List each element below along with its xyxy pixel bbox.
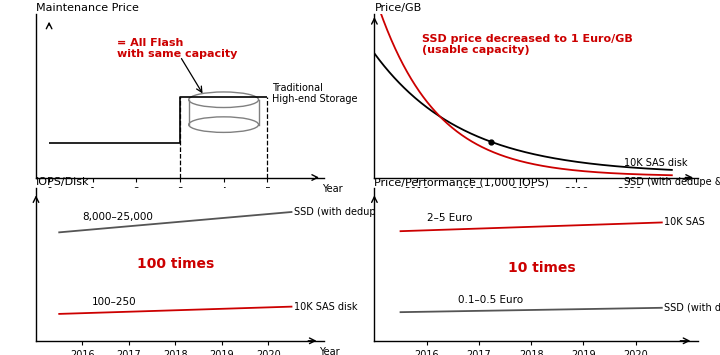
Text: Year: Year	[322, 184, 343, 194]
Text: 2–5 Euro: 2–5 Euro	[427, 213, 472, 223]
Text: 10K SAS disk: 10K SAS disk	[624, 158, 688, 168]
Text: 10 times: 10 times	[508, 261, 575, 275]
Text: SSD (with dedupe & comp): SSD (with dedupe & comp)	[665, 303, 720, 313]
Text: Year: Year	[320, 346, 340, 355]
Text: 10K SAS: 10K SAS	[665, 218, 705, 228]
Text: 100 times: 100 times	[137, 257, 214, 271]
Text: Price/Performance (1,000 IOPS): Price/Performance (1,000 IOPS)	[374, 178, 549, 187]
Text: Price/GB: Price/GB	[374, 4, 422, 13]
Text: 10K SAS disk: 10K SAS disk	[294, 302, 357, 312]
Text: = All Flash
with same capacity: = All Flash with same capacity	[117, 38, 237, 59]
Text: SSD price decreased to 1 Euro/GB
(usable capacity): SSD price decreased to 1 Euro/GB (usable…	[422, 34, 633, 55]
Text: 100–250: 100–250	[91, 297, 136, 307]
Text: 0.1–0.5 Euro: 0.1–0.5 Euro	[458, 295, 523, 305]
Text: Traditional
High-end Storage: Traditional High-end Storage	[271, 83, 357, 104]
Text: SSD (with dedupe & comp): SSD (with dedupe & comp)	[624, 176, 720, 187]
Text: IOPS/Disk: IOPS/Disk	[36, 178, 89, 187]
Text: Maintenance Price: Maintenance Price	[36, 4, 139, 13]
Text: 8,000–25,000: 8,000–25,000	[83, 212, 153, 222]
Text: SSD (with dedupe & comp): SSD (with dedupe & comp)	[294, 207, 426, 217]
